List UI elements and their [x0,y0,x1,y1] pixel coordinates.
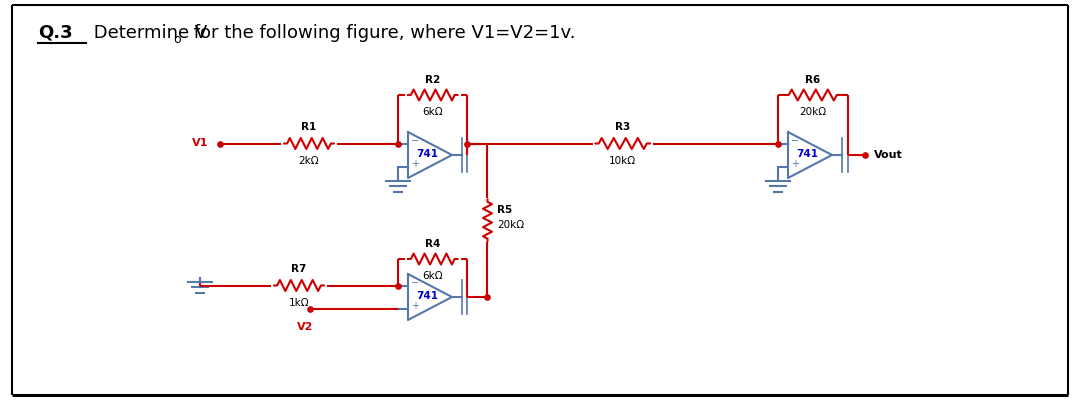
Text: +: + [791,159,799,169]
Text: −: − [791,136,799,146]
Text: V1: V1 [191,139,208,149]
Text: 741: 741 [796,149,818,159]
Text: 6kΩ: 6kΩ [422,107,443,117]
Text: −: − [410,136,419,146]
Text: R1: R1 [301,122,316,132]
Text: R7: R7 [292,264,307,275]
Text: V2: V2 [297,322,313,333]
Text: R5: R5 [498,205,513,215]
Text: o: o [173,34,180,47]
Text: +: + [411,159,419,169]
Text: 2kΩ: 2kΩ [299,156,320,166]
Text: 10kΩ: 10kΩ [609,156,636,166]
Text: R2: R2 [426,75,441,85]
Text: 741: 741 [416,291,438,301]
Text: 6kΩ: 6kΩ [422,271,443,281]
Text: Q.3: Q.3 [38,24,72,42]
Text: R6: R6 [805,75,821,85]
Text: 20kΩ: 20kΩ [498,220,525,230]
Text: −: − [410,278,419,288]
Text: for the following figure, where V1=V2=1v.: for the following figure, where V1=V2=1v… [188,24,576,42]
Text: 741: 741 [416,149,438,159]
Text: +: + [411,301,419,311]
Text: Vout: Vout [874,150,902,160]
Text: Determine V: Determine V [87,24,207,42]
Text: R3: R3 [616,122,631,132]
Text: R4: R4 [426,239,441,249]
Text: 20kΩ: 20kΩ [799,107,826,117]
Text: 1kΩ: 1kΩ [288,298,309,309]
